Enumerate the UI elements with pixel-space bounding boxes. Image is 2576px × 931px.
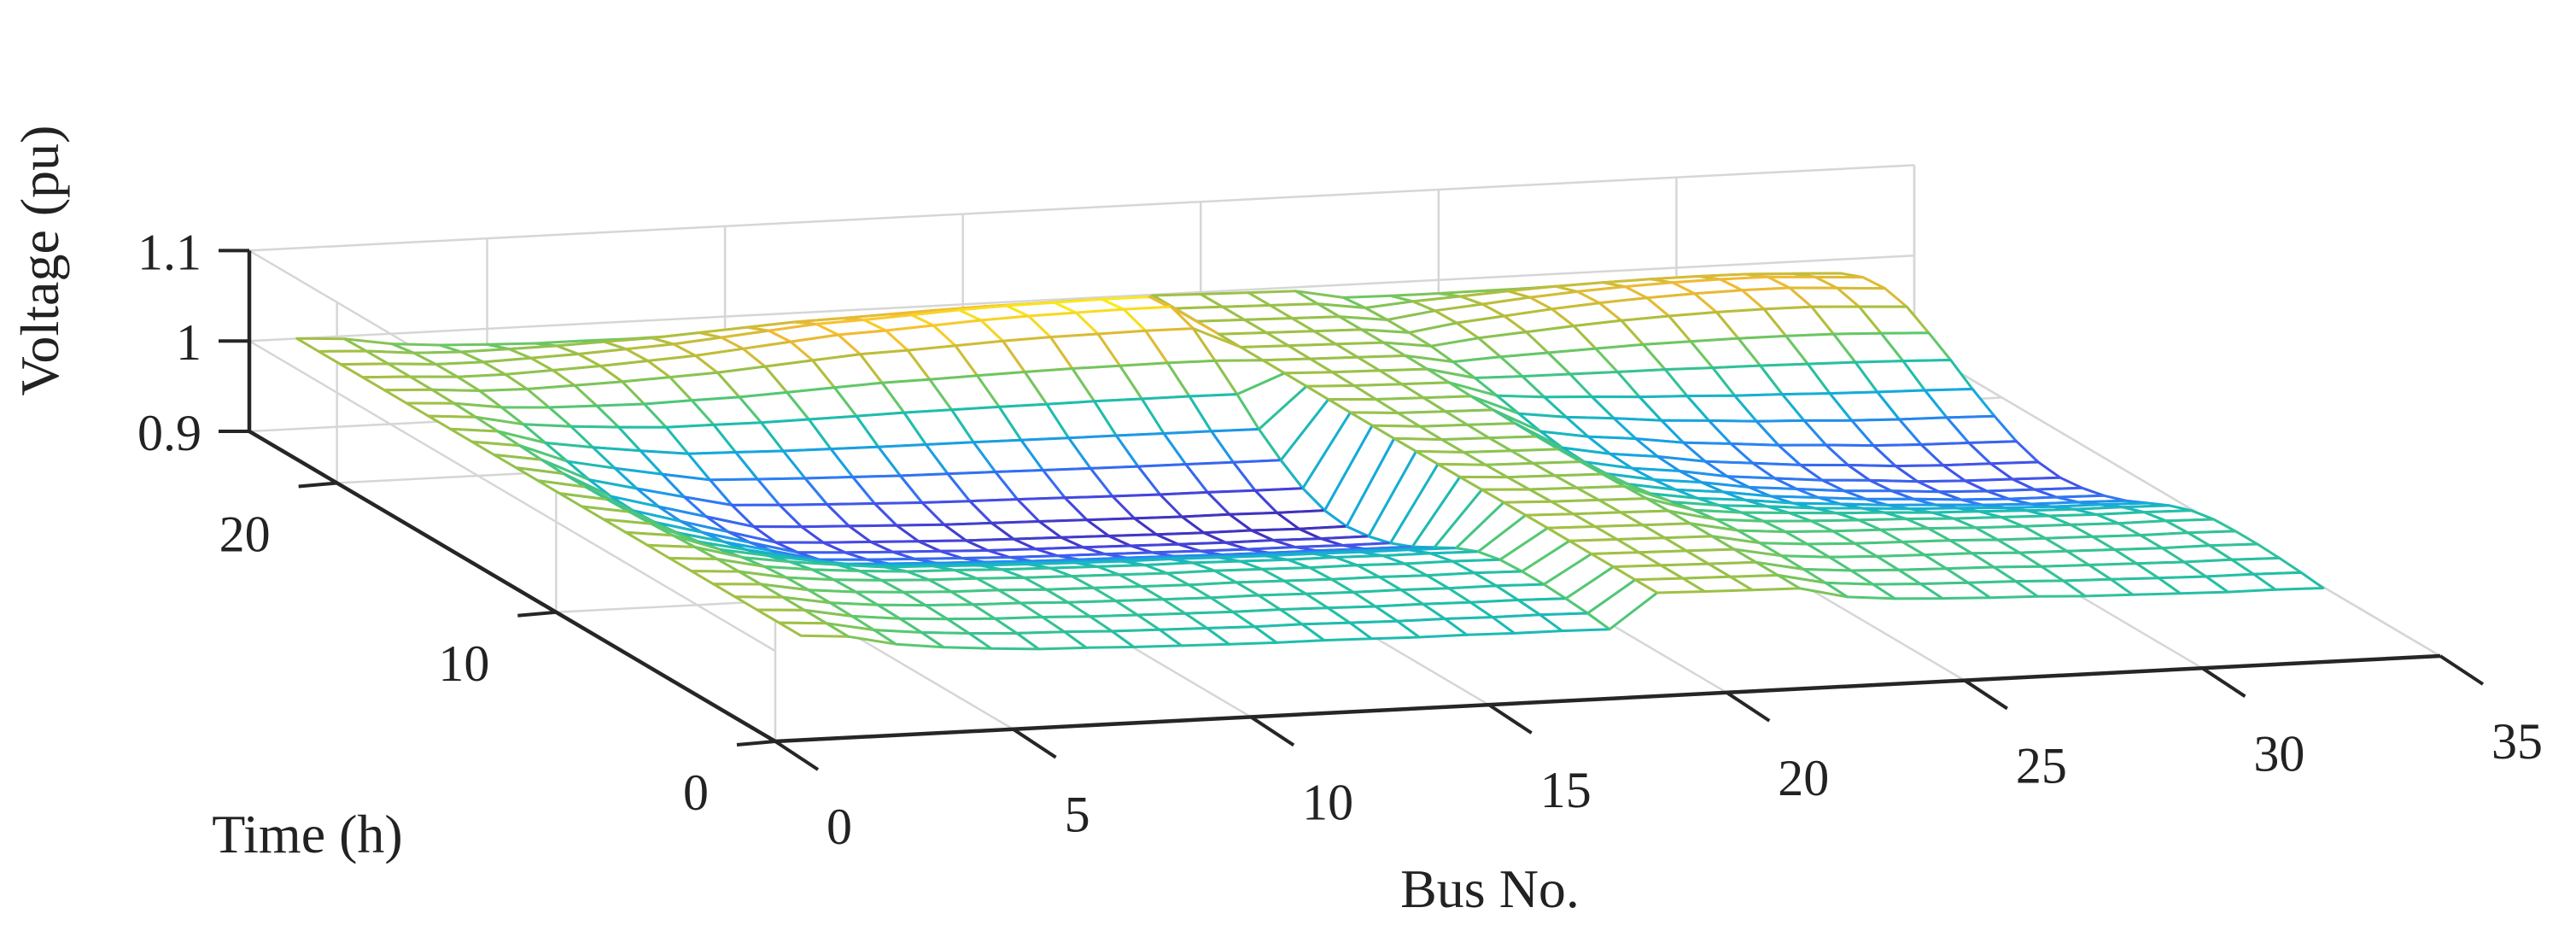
x-axis-line: [774, 653, 2441, 744]
back-wall-gridline: [248, 254, 1915, 343]
y-axis-title: Time (h): [212, 804, 402, 864]
x-tick-label: 15: [1540, 762, 1592, 818]
x-tick-label: 5: [1065, 787, 1090, 843]
x-tick-label: 35: [2491, 713, 2543, 770]
x-tick-label: 0: [827, 799, 852, 855]
z-tick-label: 1: [176, 314, 202, 371]
y-tick-mark: [517, 610, 557, 618]
y-tick-label: 10: [438, 635, 489, 692]
y-tick-label: 20: [219, 506, 271, 563]
x-tick-mark: [1963, 678, 2008, 711]
mesh-cell: [2252, 571, 2325, 591]
x-tick-label: 10: [1302, 774, 1353, 830]
x-tick-mark: [774, 740, 820, 771]
axes-layer: [219, 249, 2485, 771]
x-tick-mark: [1012, 728, 1057, 759]
x-tick-label: 25: [2016, 738, 2067, 794]
z-tick-label: 0.9: [137, 405, 202, 461]
x-tick-mark: [2201, 666, 2246, 698]
x-axis-title: Bus No.: [1400, 858, 1580, 919]
x-tick-label: 20: [1778, 750, 1829, 806]
floor-edge: [1913, 344, 2441, 658]
y-tick-mark: [736, 740, 776, 747]
y-tick-label: 0: [683, 764, 709, 821]
x-tick-mark: [1726, 691, 1771, 723]
x-tick-mark: [2439, 654, 2485, 686]
z-axis-title: Voltage (pu): [9, 126, 70, 396]
back-wall-gridline: [248, 164, 1915, 252]
x-tick-mark: [1250, 715, 1295, 747]
y-tick-mark: [298, 481, 337, 489]
x-tick-mark: [1487, 703, 1533, 735]
z-tick-label: 1.1: [137, 224, 202, 280]
x-tick-label: 30: [2253, 725, 2304, 782]
tick-labels: 0 5 10 15 20 25 30 35 0 10 20 0.9 1 1.1: [137, 224, 2543, 855]
surface-mesh: [295, 272, 2325, 651]
